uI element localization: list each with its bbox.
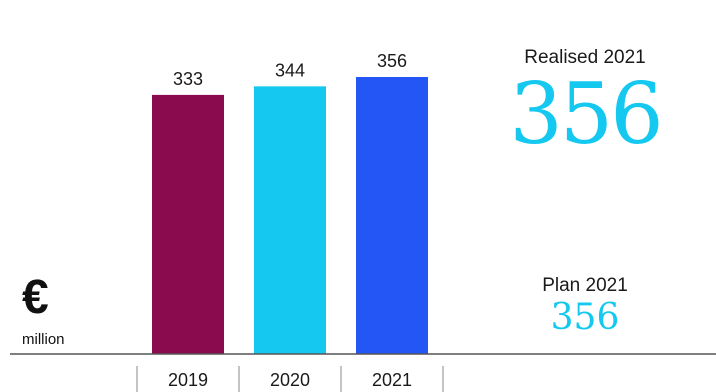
value-label-2020: 344	[275, 60, 305, 80]
plan-value: 356	[550, 297, 620, 338]
plan-label: Plan 2021	[542, 275, 628, 296]
bar-2021	[356, 77, 428, 354]
bar-2020	[254, 86, 326, 355]
bars-layer	[152, 77, 428, 355]
category-label-2020: 2020	[270, 370, 310, 390]
category-label-2021: 2021	[372, 370, 412, 390]
realised-label: Realised 2021	[524, 47, 646, 68]
category-label-2019: 2019	[168, 370, 208, 390]
x-axis-ticks	[136, 366, 444, 392]
bar-2019	[152, 94, 224, 355]
value-labels-layer: 333 344 356	[173, 51, 407, 89]
currency-symbol: €	[22, 271, 49, 324]
currency-unit-label: million	[22, 331, 65, 348]
value-label-2021: 356	[377, 51, 407, 71]
realised-value: 356	[509, 65, 663, 163]
x-axis-labels: 2019 2020 2021	[168, 370, 412, 390]
value-label-2019: 333	[173, 69, 203, 89]
